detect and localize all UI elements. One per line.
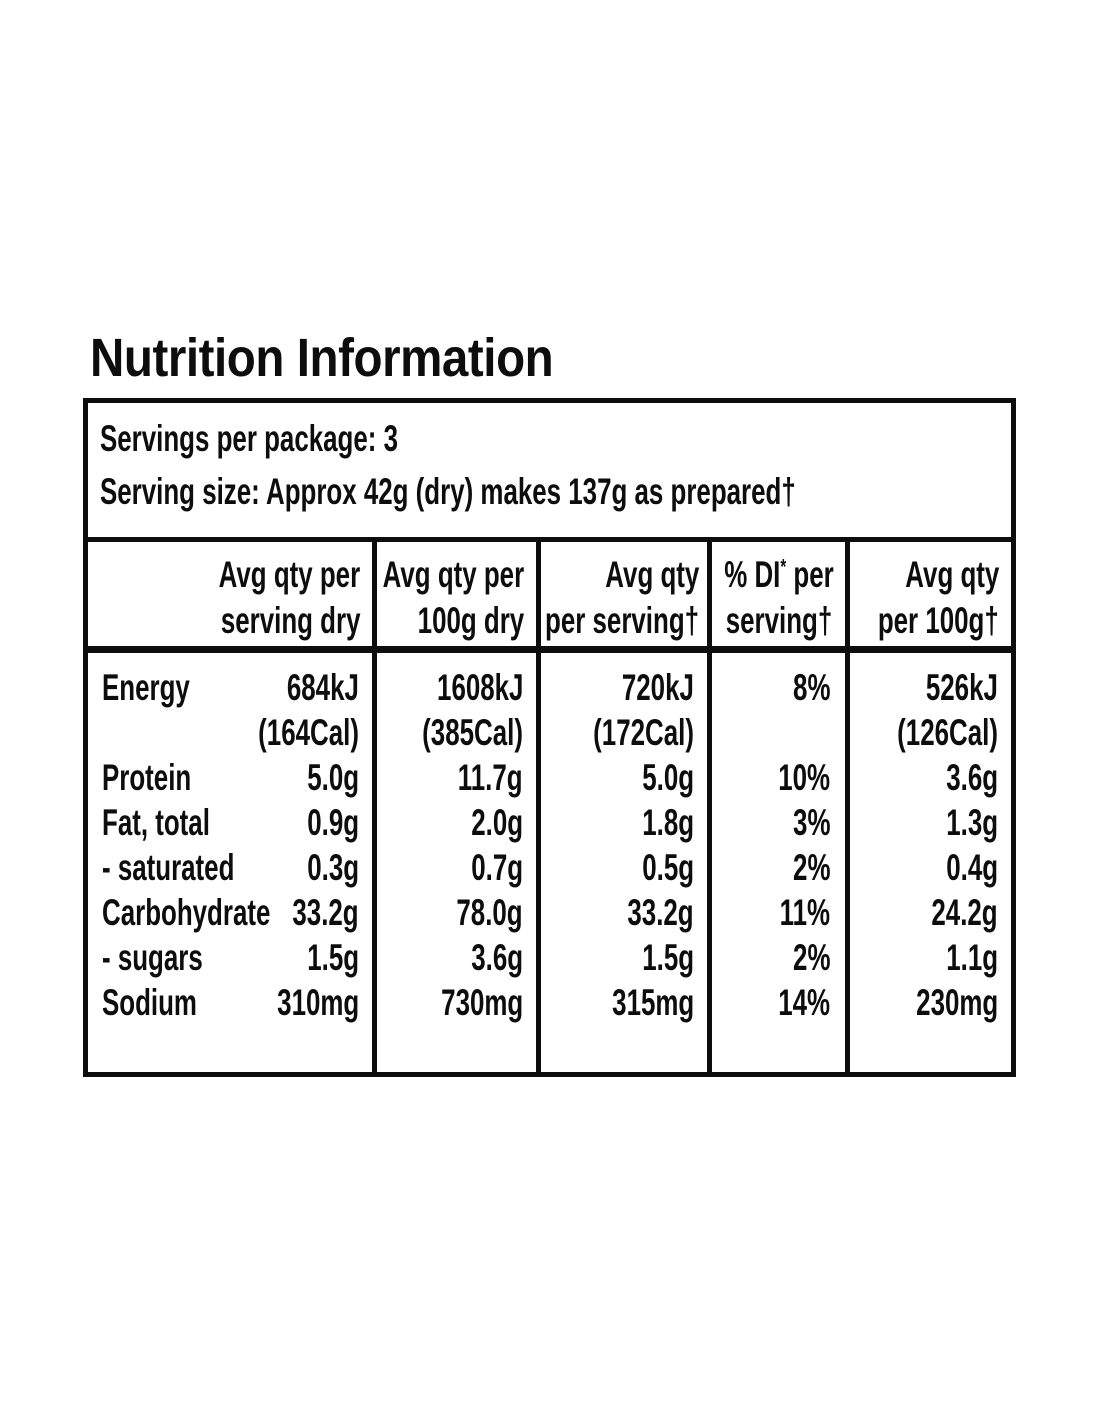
nutrition-label-box: Servings per package: 3 Serving size: Ap… [83,398,1016,1077]
value-cell: 3.6g [946,757,998,798]
value-cell: 0.5g [642,847,694,888]
value-cell: 1.1g [946,937,998,978]
header-line: % DI* per [724,552,833,598]
value-cell: 8% [792,667,830,708]
value-cell: 14% [778,982,830,1023]
value-cell: 2% [792,847,830,888]
header-di-asterisk: * [779,554,786,579]
page-title-text: Nutrition Information [90,328,554,388]
value-cell: 33.2g [627,892,694,933]
row-fat-total: Fat, total 0.9g [88,800,372,845]
servings-per-package-text: Servings per package: 3 [100,418,398,459]
nutrient-label: Fat, total [102,802,210,843]
value-cell: 0.3g [307,847,359,888]
row-sodium: Sodium 310mg [88,980,372,1025]
column-nutrient-and-serving-dry: Energy 684kJ (164Cal) Protein 5.0g Fat, to… [88,653,372,1072]
row-carbohydrate: Carbohydrate 33.2g [88,890,372,935]
nutrient-label: Carbohydrate [102,892,271,933]
value-cell: (164Cal) [258,712,359,753]
value-cell: 230mg [915,982,998,1023]
value-cell: 310mg [276,982,359,1023]
value-cell: 684kJ [286,667,359,708]
value-cell: 3% [792,802,830,843]
value-cell: 11% [779,892,830,933]
header-line: Avg qty per [218,554,360,595]
value-cell: 24.2g [931,892,998,933]
header-line: Avg qty [604,554,699,595]
header-di-suffix: per [785,554,834,595]
page-title: Nutrition Information [90,329,616,387]
header-avg-qty-per-serving: Avg qty per serving† [536,542,707,646]
value-cell: 5.0g [307,757,359,798]
value-cell: 0.4g [946,847,998,888]
value-cell: 1.5g [642,937,694,978]
row-sugars: - sugars 1.5g [88,935,372,980]
column-per-100g-prepared: 526kJ (126Cal) 3.6g 1.3g 0.4g 24.2g 1.1g… [845,653,1011,1072]
value-cell: 10% [778,757,830,798]
value-cell: 0.7g [471,847,523,888]
value-cell: 1.8g [642,802,694,843]
column-per-serving-prepared: 720kJ (172Cal) 5.0g 1.8g 0.5g 33.2g 1.5g… [536,653,707,1072]
table-data-section: Energy 684kJ (164Cal) Protein 5.0g Fat, to… [88,653,1011,1072]
di-empty-line [712,710,845,755]
value-cell: 2.0g [471,802,523,843]
serving-size-line: Serving size: Approx 42g (dry) makes 137… [100,465,1011,518]
value-cell: (126Cal) [897,712,998,753]
row-energy: Energy 684kJ [88,665,372,710]
header-line: serving dry [220,600,360,641]
value-cell: (385Cal) [422,712,523,753]
value-cell: 5.0g [642,757,694,798]
value-cell: 1.3g [946,802,998,843]
header-avg-qty-per-100g-dry: Avg qty per 100g dry [372,542,536,646]
header-di-prefix: % DI [723,554,780,595]
value-cell: 2% [792,937,830,978]
header-avg-qty-per-serving-dry: Avg qty per serving dry [88,542,372,646]
nutrient-label: Protein [102,757,192,798]
nutrient-label: Energy [102,667,190,708]
value-cell: 0.9g [307,802,359,843]
nutrient-label: - sugars [102,937,203,978]
value-cell: 720kJ [621,667,694,708]
nutrient-label: Sodium [102,982,197,1023]
column-percent-daily-intake: 8% 10% 3% 2% 11% 2% 14% [707,653,845,1072]
value-cell: 526kJ [925,667,998,708]
row-saturated: - saturated 0.3g [88,845,372,890]
servings-per-package-line: Servings per package: 3 [100,412,1011,465]
value-cell: 1608kJ [436,667,523,708]
header-line: Avg qty per [382,554,524,595]
header-avg-qty-per-100g: Avg qty per 100g† [845,542,1011,646]
row-energy-cal: (164Cal) [88,710,372,755]
nutrient-label: - saturated [102,847,235,888]
servings-section: Servings per package: 3 Serving size: Ap… [88,403,1011,542]
value-cell: 1.5g [307,937,359,978]
value-cell: 33.2g [292,892,359,933]
value-cell: 315mg [611,982,694,1023]
column-per-100g-dry: 1608kJ (385Cal) 11.7g 2.0g 0.7g 78.0g 3.… [372,653,536,1072]
header-line: per 100g† [878,600,999,641]
value-cell: (172Cal) [593,712,694,753]
header-line: Avg qty [904,554,999,595]
header-percent-di-per-serving: % DI* per serving† [707,542,845,646]
value-cell: 11.7g [458,757,523,798]
serving-size-text: Serving size: Approx 42g (dry) makes 137… [100,471,796,512]
header-line: 100g dry [417,600,524,641]
value-cell: 730mg [440,982,523,1023]
header-line: per serving† [544,600,699,641]
table-header-row: Avg qty per serving dry Avg qty per 100g… [88,542,1011,653]
header-line: serving† [725,600,832,641]
value-cell: 78.0g [456,892,523,933]
value-cell: 3.6g [471,937,523,978]
row-protein: Protein 5.0g [88,755,372,800]
